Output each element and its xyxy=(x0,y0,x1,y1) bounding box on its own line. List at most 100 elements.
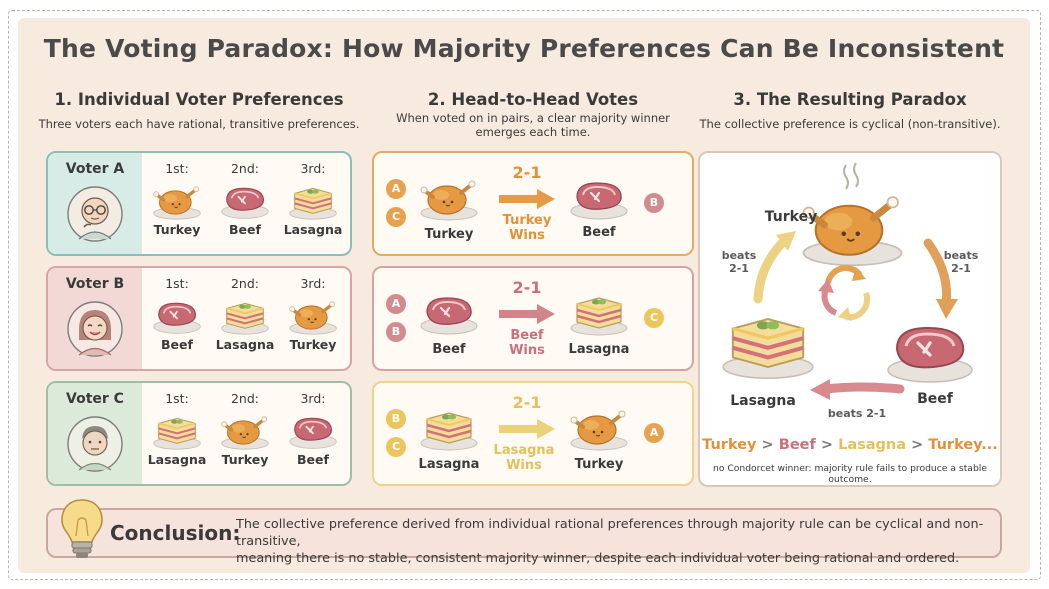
cycle-diagram xyxy=(700,162,974,400)
section2-heading: 2. Head-to-Head Votes xyxy=(427,90,639,109)
section2-subtitle: When voted on in pairs, a clear majority… xyxy=(372,111,694,139)
winner-name: Beef xyxy=(510,328,544,343)
order-turkey: Turkey xyxy=(702,437,757,453)
order-beef: Beef xyxy=(778,437,816,453)
matchup-left-name: Turkey xyxy=(424,227,474,242)
order-gt: > xyxy=(761,437,774,453)
beef-icon xyxy=(418,288,480,336)
voter-name: Voter C xyxy=(66,391,124,407)
rank-label: 3rd: xyxy=(300,276,326,291)
voter-badge: A xyxy=(386,179,406,199)
rank-slot-3: 3rd: Beef xyxy=(278,383,348,467)
turkey-icon xyxy=(568,403,630,451)
food-label: Lasagna xyxy=(147,452,207,467)
voter-card-c: Voter C 1st: Lasagna 2nd: Turkey 3rd: Be… xyxy=(46,381,352,486)
food-label: Beef xyxy=(297,452,329,467)
arrow-beef-to-lasagna xyxy=(821,382,905,394)
rank-slot-2: 2nd: Turkey xyxy=(210,383,280,467)
section2-subtitle-line2: emerges each time. xyxy=(475,125,591,139)
rank-slot-3: 3rd: Lasagna xyxy=(278,153,348,237)
lasagna-icon xyxy=(220,295,270,335)
outer-dashed-frame xyxy=(8,10,1041,580)
rank-label: 1st: xyxy=(165,161,189,176)
matchup-card-2: A B Beef 2-1 Beef Wins Lasagna C xyxy=(372,266,694,371)
order-lasagna: Lasagna xyxy=(838,437,907,453)
matchup-left-name: Beef xyxy=(432,342,466,357)
paradox-card: Turkey Beef Lasagna beats 2-1 beats 2-1 … xyxy=(698,151,1002,487)
condorcet-note: no Condorcet winner: majority rule fails… xyxy=(713,463,987,485)
voter-badge: C xyxy=(386,437,406,457)
beef-icon xyxy=(568,173,630,221)
beef-icon xyxy=(220,180,270,220)
voter-badge: B xyxy=(386,409,406,429)
cyclic-order: Turkey > Beef > Lasagna > Turkey... xyxy=(700,437,1000,453)
turkey-icon xyxy=(288,295,338,335)
rank-label: 2nd: xyxy=(230,161,260,176)
rank-slot-2: 2nd: Lasagna xyxy=(210,268,280,352)
section3-heading: 3. The Resulting Paradox xyxy=(733,90,967,109)
turkey-icon xyxy=(804,197,902,265)
right-arrow-icon xyxy=(499,304,555,324)
beats-word: beats xyxy=(943,249,979,262)
conclusion-box: Conclusion: The collective preference de… xyxy=(46,508,1002,566)
lasagna-icon xyxy=(723,319,813,378)
infographic: The Voting Paradox: How Majority Prefere… xyxy=(18,18,1030,573)
voter-badge: A xyxy=(386,294,406,314)
section1-heading: 1. Individual Voter Preferences xyxy=(54,90,344,109)
steam-icon xyxy=(853,162,859,188)
page-title: The Voting Paradox: How Majority Prefere… xyxy=(43,34,1005,63)
rank-label: 3rd: xyxy=(300,391,326,406)
beef-icon xyxy=(288,410,338,450)
voter-card-b: Voter B 1st: Beef 2nd: Lasagna 3rd: Turk… xyxy=(46,266,352,371)
right-arrow-icon xyxy=(499,189,555,209)
matchup-winner: Beef Wins xyxy=(494,328,560,358)
turkey-icon xyxy=(152,180,202,220)
voter-c-avatar-icon xyxy=(67,416,123,472)
rank-slot-1: 1st: Turkey xyxy=(142,153,212,237)
beats-word: beats xyxy=(721,249,757,262)
rank-label: 1st: xyxy=(165,276,189,291)
winner-suffix: Wins xyxy=(509,228,545,243)
voter-badge: B xyxy=(644,193,664,213)
rank-slot-1: 1st: Lasagna xyxy=(142,383,212,467)
beats-label-bottom: beats 2-1 xyxy=(827,407,887,420)
food-label: Beef xyxy=(229,222,261,237)
conclusion-line1: The collective preference derived from i… xyxy=(236,517,984,549)
rank-label: 3rd: xyxy=(300,161,326,176)
node-beef-label: Beef xyxy=(917,391,953,407)
voter-a-avatar-icon xyxy=(67,186,123,242)
arrow-lasagna-to-turkey xyxy=(753,236,789,304)
winner-name: Lasagna xyxy=(493,443,555,458)
rank-slot-3: 3rd: Turkey xyxy=(278,268,348,352)
rank-label: 2nd: xyxy=(230,391,260,406)
lasagna-icon xyxy=(568,288,630,336)
winner-suffix: Wins xyxy=(506,458,542,473)
beats-label-right: beats 2-1 xyxy=(934,249,988,275)
lightbulb-icon xyxy=(61,499,103,558)
rank-slot-2: 2nd: Beef xyxy=(210,153,280,237)
matchup-right-name: Turkey xyxy=(574,457,624,472)
matchup-winner: Turkey Wins xyxy=(494,213,560,243)
section3-subtitle: The collective preference is cyclical (n… xyxy=(699,117,1001,131)
section1-subtitle: Three voters each have rational, transit… xyxy=(38,117,360,131)
voter-name: Voter A xyxy=(65,161,125,177)
right-arrow-icon xyxy=(499,419,555,439)
order-gt: > xyxy=(911,437,924,453)
node-lasagna-label: Lasagna xyxy=(730,393,796,409)
voter-badge: B xyxy=(386,322,406,342)
turkey-icon xyxy=(418,173,480,221)
matchup-card-1: A C Turkey 2-1 Turkey Wins Beef B xyxy=(372,151,694,256)
rank-label: 2nd: xyxy=(230,276,260,291)
beats-score: 2-1 xyxy=(729,262,749,275)
beats-score: 2-1 xyxy=(951,262,971,275)
matchup-left-name: Lasagna xyxy=(418,457,480,472)
voter-name: Voter B xyxy=(65,276,125,292)
matchup-score: 2-1 xyxy=(512,393,542,412)
order-gt: > xyxy=(820,437,834,453)
matchup-right-name: Lasagna xyxy=(568,342,630,357)
lasagna-icon xyxy=(418,403,480,451)
voter-b-avatar-icon xyxy=(67,301,123,357)
beats-label-left: beats 2-1 xyxy=(712,249,766,275)
voter-badge: C xyxy=(386,207,406,227)
conclusion-label: Conclusion: xyxy=(110,521,241,545)
